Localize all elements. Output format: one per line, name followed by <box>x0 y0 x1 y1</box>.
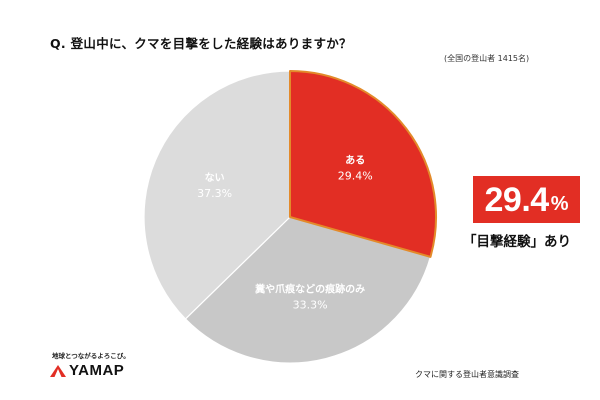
slice-label: ある <box>345 154 365 167</box>
source-note: クマに関する登山者意識調査 <box>415 370 519 379</box>
slice-label: ない <box>205 172 225 184</box>
slice-value-label: 37.3% <box>197 187 232 200</box>
slice-value-label: 33.3% <box>293 298 328 311</box>
highlight-caption: 「目撃経験」あり <box>463 234 571 250</box>
mountain-logo-icon <box>50 364 66 377</box>
brand-name: YAMAP <box>69 362 125 379</box>
highlight-number: 29.4 <box>484 180 550 219</box>
slice-value-label: 29.4% <box>338 170 373 183</box>
brand-logo: 地球とつながるよろこび。 YAMAP <box>50 350 130 379</box>
pie-slice <box>184 216 432 364</box>
pie-slice <box>143 70 291 320</box>
highlight-unit: % <box>550 192 569 215</box>
highlight-badge: 29.4 % <box>473 176 580 223</box>
pie-slice <box>289 70 437 258</box>
chart-title: Q. 登山中に、クマを目撃をした経験はありますか？ <box>50 36 352 51</box>
respondent-count: (全国の登山者 1415名) <box>444 54 530 63</box>
slice-label: 糞や爪痕などの痕跡のみ <box>254 282 365 295</box>
brand-tagline: 地球とつながるよろこび。 <box>52 352 130 360</box>
